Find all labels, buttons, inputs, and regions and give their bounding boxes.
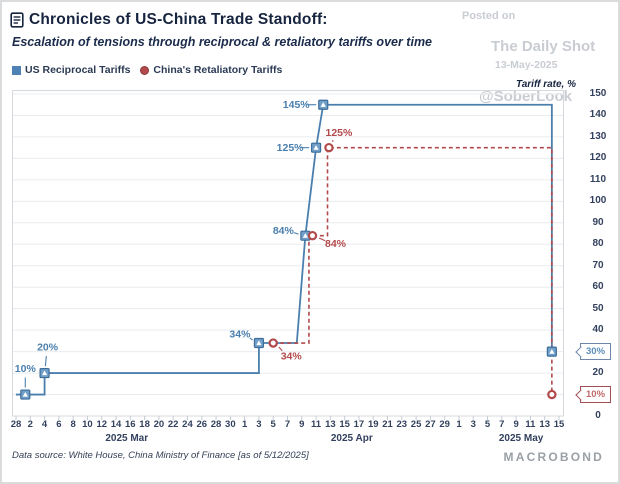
x-tick-label: 9 <box>299 419 305 430</box>
x-tick-label: 26 <box>196 419 208 430</box>
legend-item-china: China's Retaliatory Tariffs <box>140 64 282 76</box>
x-tick-label: 5 <box>484 419 491 430</box>
data-source-note: Data source: White House, China Ministry… <box>12 450 309 461</box>
y-tick-label: 50 <box>592 302 604 314</box>
x-tick-label: 13 <box>539 419 550 430</box>
chart-subtitle: Escalation of tensions through reciproca… <box>12 35 433 49</box>
x-tick-label: 30 <box>225 419 236 430</box>
china-marker <box>547 389 557 400</box>
x-tick-label: 4 <box>41 419 48 430</box>
value-annotation: 125% <box>326 127 354 139</box>
x-tick-label: 22 <box>167 419 179 430</box>
x-tick-label: 29 <box>439 419 450 430</box>
x-tick-label: 15 <box>339 419 350 430</box>
y-tick-label: 110 <box>589 173 607 185</box>
plot-area: 10%20% 34% 84% 125% 145% 34% 84% 125% <box>12 90 564 420</box>
x-tick-label: 23 <box>396 419 408 430</box>
china-marker <box>307 230 318 241</box>
x-tick-label: 7 <box>499 419 505 430</box>
y-tick-label: 130 <box>589 130 607 142</box>
x-tick-label: 5 <box>270 419 276 430</box>
y-tick-label: 40 <box>592 324 604 336</box>
us-marker <box>310 142 322 153</box>
value-annotation: 34% <box>229 329 251 341</box>
x-tick-label: 21 <box>382 419 393 430</box>
china-marker <box>324 142 334 153</box>
value-annotation: 10% <box>15 363 37 375</box>
x-month-label: 2025 Mar <box>105 433 149 444</box>
us-marker <box>300 230 311 241</box>
us-marker <box>318 99 329 110</box>
y-axis-title: Tariff rate, % <box>515 79 576 90</box>
x-tick-label: 3 <box>470 419 476 430</box>
legend-label-us: US Reciprocal Tariffs <box>25 64 131 76</box>
value-annotation: 34% <box>281 351 303 363</box>
china-final-rate-callout: 10% <box>580 386 612 404</box>
x-month-label: 2025 Apr <box>330 433 373 444</box>
us-final-rate-callout: 30% <box>580 343 612 361</box>
value-annotation: 84% <box>273 225 295 237</box>
x-tick-label: 18 <box>139 419 150 430</box>
y-tick-label: 20 <box>592 367 604 379</box>
x-tick-label: 25 <box>410 419 422 430</box>
x-tick-label: 1 <box>241 419 248 430</box>
x-tick-label: 12 <box>96 419 108 430</box>
watermark-source: The Daily Shot <box>491 38 596 55</box>
x-tick-label: 17 <box>353 419 365 430</box>
x-tick-label: 19 <box>367 419 379 430</box>
watermark-handle: @SoberLook <box>479 88 572 105</box>
x-tick-label: 20 <box>153 419 165 430</box>
y-tick-label: 120 <box>589 152 607 164</box>
y-tick-label: 0 <box>595 410 601 421</box>
x-tick-label: 2 <box>27 419 33 430</box>
page-title: Chronicles of US-China Trade Standoff: <box>29 11 328 28</box>
legend: US Reciprocal Tariffs China's Retaliator… <box>12 64 282 76</box>
china-marker <box>268 338 278 348</box>
newspaper-icon <box>10 12 24 28</box>
x-tick-label: 13 <box>325 419 336 430</box>
y-tick-label: 140 <box>589 109 607 121</box>
x-tick-label: 3 <box>256 419 262 430</box>
us-marker <box>20 389 31 400</box>
x-tick-label: 28 <box>210 419 222 430</box>
legend-item-us: US Reciprocal Tariffs <box>12 64 130 76</box>
value-annotation: 145% <box>283 99 311 111</box>
x-tick-label: 10 <box>82 419 93 430</box>
x-tick-label: 14 <box>110 419 122 430</box>
watermark-posted-on: Posted on <box>462 10 516 22</box>
us-series-swatch <box>12 65 21 75</box>
x-tick-label: 27 <box>425 419 436 430</box>
x-tick-label: 9 <box>513 419 519 430</box>
watermark-date: 13-May-2025 <box>495 59 558 71</box>
x-month-label: 2025 May <box>498 433 544 444</box>
x-tick-label: 16 <box>125 419 136 430</box>
us-marker <box>39 367 50 379</box>
us-marker <box>253 337 265 349</box>
value-annotation: 125% <box>277 142 305 154</box>
legend-label-china: China's Retaliatory Tariffs <box>153 64 283 76</box>
x-tick-label: 8 <box>70 419 76 430</box>
x-tick-label: 1 <box>456 419 462 430</box>
y-tick-label: 100 <box>589 195 607 207</box>
x-tick-label: 7 <box>284 419 291 430</box>
x-tick-label: 11 <box>311 419 322 430</box>
china-series-swatch <box>140 65 150 75</box>
x-tick-label: 15 <box>553 419 565 430</box>
macrobond-logo: MACROBOND <box>503 450 604 464</box>
y-tick-label: 60 <box>592 281 604 293</box>
x-tick-label: 24 <box>182 419 193 430</box>
x-tick-label: 28 <box>10 419 22 430</box>
y-tick-label: 150 <box>589 88 607 99</box>
x-tick-label: 11 <box>525 419 536 430</box>
y-tick-label: 90 <box>592 216 604 228</box>
us-marker <box>546 346 557 357</box>
y-tick-label: 70 <box>592 259 604 271</box>
y-tick-label: 80 <box>592 238 604 250</box>
value-annotation: 20% <box>37 342 59 354</box>
x-tick-label: 6 <box>56 419 62 430</box>
header: Chronicles of US-China Trade Standoff: <box>10 11 328 29</box>
value-annotation: 84% <box>325 238 347 250</box>
